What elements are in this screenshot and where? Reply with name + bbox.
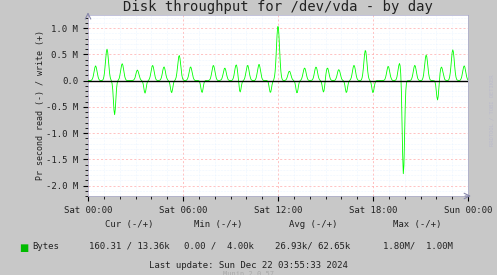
Text: Last update: Sun Dec 22 03:55:33 2024: Last update: Sun Dec 22 03:55:33 2024 (149, 261, 348, 270)
Text: 0.00 /  4.00k: 0.00 / 4.00k (184, 242, 253, 251)
Text: Bytes: Bytes (32, 242, 59, 251)
Text: RRDTOOL / TOBI OETIKER: RRDTOOL / TOBI OETIKER (490, 74, 495, 146)
Text: ■: ■ (19, 243, 28, 252)
Text: Munin 2.0.57: Munin 2.0.57 (223, 271, 274, 275)
Text: Max (-/+): Max (-/+) (393, 220, 442, 229)
Title: Disk throughput for /dev/vda - by day: Disk throughput for /dev/vda - by day (123, 0, 433, 14)
Text: 26.93k/ 62.65k: 26.93k/ 62.65k (275, 242, 351, 251)
Y-axis label: Pr second read (-) / write (+): Pr second read (-) / write (+) (36, 31, 45, 180)
Text: Avg (-/+): Avg (-/+) (289, 220, 337, 229)
Text: Cur (-/+): Cur (-/+) (105, 220, 154, 229)
Text: 160.31 / 13.36k: 160.31 / 13.36k (89, 242, 169, 251)
Text: 1.80M/  1.00M: 1.80M/ 1.00M (383, 242, 452, 251)
Text: Min (-/+): Min (-/+) (194, 220, 243, 229)
